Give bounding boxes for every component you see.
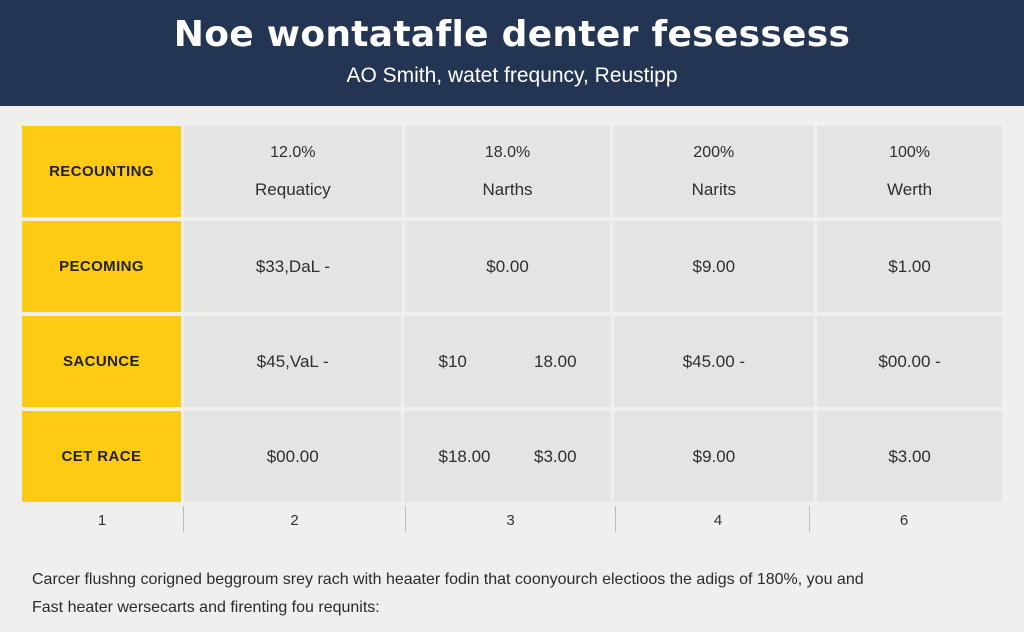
cell-value-right: 18.00 (534, 351, 577, 371)
row-label: PECOMING (22, 221, 182, 312)
cell-caption: Werth (887, 179, 933, 199)
page-subtitle: AO Smith, watet frequncy, Reustipp (346, 64, 678, 87)
column-index: 4 (713, 511, 723, 529)
table-cell: $33,DaL - (184, 221, 402, 312)
table-cell: $3.00 (817, 411, 1002, 502)
column-index-row: 1 2 3 4 6 (22, 506, 1002, 534)
cell-caption: Narths (482, 179, 533, 199)
cell-percent: 18.0% (484, 143, 531, 161)
row-label: RECOUNTING (22, 126, 182, 217)
column-index: 6 (899, 511, 909, 529)
table-row: SACUNCE $45,VaL - $10 18.00 $45.00 - $00… (22, 316, 1002, 407)
table-cell: $9.00 (613, 411, 815, 502)
table-cell: $0.00 (404, 221, 611, 312)
column-index: 1 (97, 511, 107, 529)
cell-value-left: $10 (438, 351, 467, 371)
table-cell: $45.00 - (613, 316, 815, 407)
footer-note: Carcer flushng corigned beggroum srey ra… (32, 566, 992, 622)
table-cell: $9.00 (613, 221, 815, 312)
column-index: 3 (506, 511, 515, 529)
table-cell: $1.00 (817, 221, 1002, 312)
cell-value-left: $18.00 (438, 446, 491, 466)
row-label: CET RACE (22, 411, 181, 502)
cell-percent: 200% (693, 143, 735, 161)
table-cell: $10 18.00 (404, 316, 611, 407)
table-cell: $00.00 (183, 411, 402, 502)
cell-caption: Narits (691, 179, 736, 199)
table-cell: $45,VaL - (183, 316, 402, 407)
table-cell: 200% Narits (613, 126, 815, 217)
table-cell: $18.00 $3.00 (404, 411, 611, 502)
cell-percent: 100% (889, 143, 931, 161)
table-cell: 12.0% Requaticy (184, 126, 402, 217)
row-label: SACUNCE (22, 316, 181, 407)
divider (183, 506, 184, 532)
header-banner: Noe wontatafle denter fesessess AO Smith… (0, 0, 1024, 106)
footer-line: Fast heater wersecarts and firenting fou… (32, 599, 380, 616)
divider (615, 506, 616, 532)
divider (405, 506, 406, 532)
column-index: 2 (290, 511, 299, 529)
cell-value-right: $3.00 (534, 446, 577, 466)
pricing-table: RECOUNTING 12.0% Requaticy 18.0% Narths … (22, 126, 1002, 504)
table-cell: 18.0% Narths (404, 126, 611, 217)
table-row: PECOMING $33,DaL - $0.00 $9.00 $1.00 (22, 221, 1002, 312)
table-row: CET RACE $00.00 $18.00 $3.00 $9.00 $3.00 (22, 411, 1002, 502)
cell-percent: 12.0% (270, 143, 316, 161)
divider (809, 506, 810, 532)
page-title: Noe wontatafle denter fesessess (173, 14, 851, 55)
table-row: RECOUNTING 12.0% Requaticy 18.0% Narths … (22, 126, 1002, 217)
table-cell: $00.00 - (817, 316, 1002, 407)
table-cell: 100% Werth (817, 126, 1002, 217)
cell-caption: Requaticy (255, 179, 331, 199)
footer-line: Carcer flushng corigned beggroum srey ra… (32, 571, 864, 588)
